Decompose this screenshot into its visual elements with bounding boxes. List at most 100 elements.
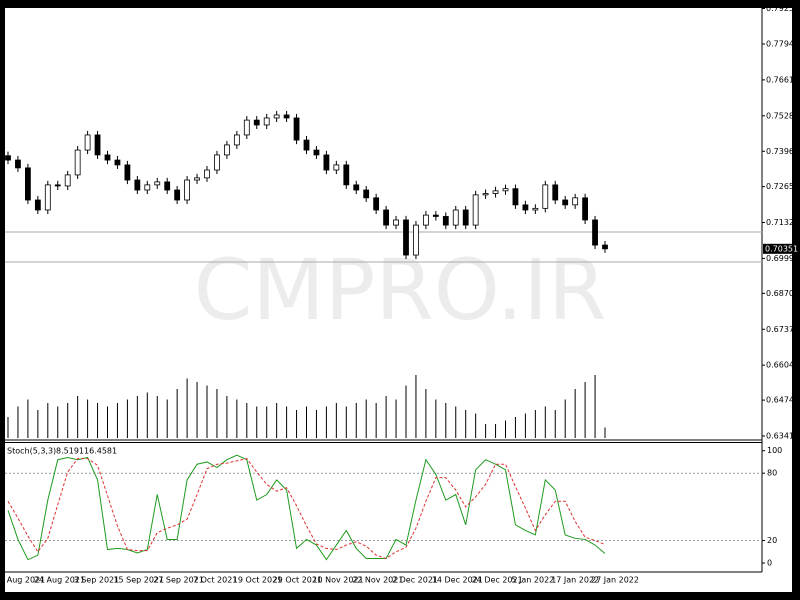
price-label-box <box>763 243 792 254</box>
chart-background <box>5 8 792 592</box>
candle-body <box>602 244 608 250</box>
candle-body <box>582 197 588 221</box>
y-tick-label: 0.73965 <box>766 147 799 156</box>
x-tick-label: 14 Dec 2021 <box>432 576 483 585</box>
candle-body <box>532 207 539 211</box>
candle-body <box>24 167 31 201</box>
candle-body <box>124 164 131 181</box>
candle-body <box>432 214 439 217</box>
candle-body <box>353 184 360 191</box>
candle-body <box>542 184 549 209</box>
candle-body <box>44 184 51 211</box>
y-tick-label: 0.72655 <box>766 182 799 191</box>
x-tick-label: 2 Dec 2021 <box>392 576 438 585</box>
candle-body <box>223 144 230 156</box>
x-tick-label: 24 Dec 2021 <box>472 576 523 585</box>
y-tick-label: 0 <box>767 559 772 568</box>
candle-body <box>194 177 200 181</box>
candle-body <box>293 117 300 141</box>
candle-body <box>34 199 41 211</box>
x-tick-label: 10 Nov 2021 <box>312 576 363 585</box>
candle-body <box>94 134 101 156</box>
candle-body <box>592 219 598 246</box>
candle-body <box>144 184 151 191</box>
candle-body <box>174 189 181 201</box>
candle-body <box>15 159 21 169</box>
candle-body <box>562 199 569 206</box>
stoch-line <box>7 458 606 560</box>
candle-body <box>5 155 11 161</box>
y-tick-label: 0.75280 <box>766 111 799 120</box>
candle-body <box>373 197 380 211</box>
y-tick-label: 0.67370 <box>766 325 799 334</box>
x-tick-label: 3 Sep 2021 <box>74 576 120 585</box>
x-tick-label: 19 Oct 2021 <box>233 576 282 585</box>
x-tick-label: 7 Oct 2021 <box>193 576 237 585</box>
x-tick-label: 29 Oct 2021 <box>273 576 322 585</box>
candle-body <box>104 154 111 161</box>
candle-body <box>243 119 250 136</box>
candle-body <box>393 219 399 226</box>
candle-body <box>184 179 191 201</box>
y-tick-label: 0.76610 <box>766 75 799 84</box>
candle-body <box>572 197 579 206</box>
candle-body <box>204 169 210 179</box>
candle-body <box>502 188 509 192</box>
y-tick-label: 0.77940 <box>766 40 799 49</box>
y-tick-label: 0.71325 <box>766 218 799 227</box>
candle-body <box>74 149 81 176</box>
x-tick-label: 27 Sep 2021 <box>153 576 204 585</box>
candle-body <box>462 209 469 226</box>
indicator-value: 8.5191 <box>56 447 84 456</box>
y-tick-label: 0.68700 <box>766 289 799 298</box>
y-tick-label: 20 <box>767 536 777 545</box>
candle-body <box>522 204 529 211</box>
candle-body <box>263 117 270 126</box>
candle-body <box>403 219 409 256</box>
candle-body <box>233 134 240 146</box>
candle-body <box>253 119 260 126</box>
candle-body <box>333 164 340 171</box>
candle-body <box>54 184 61 187</box>
candle-body <box>214 154 220 171</box>
indicator-value: 16.4581 <box>84 447 117 456</box>
candle-body <box>64 174 71 187</box>
frame-edge <box>0 0 5 600</box>
candle-body <box>383 209 390 226</box>
candle-body <box>323 154 330 171</box>
candle-body <box>512 188 519 206</box>
y-tick-label: 0.64745 <box>766 396 799 405</box>
candle-body <box>154 181 161 186</box>
y-tick-label: 100 <box>767 446 782 455</box>
indicator-name: Stoch(5,3,3) <box>7 447 56 456</box>
x-tick-label: 12 Aug 2021 <box>0 576 45 585</box>
candle-body <box>363 189 370 199</box>
candle-body <box>164 181 171 191</box>
candle-body <box>273 114 280 119</box>
watermark: CMPRO.IR <box>194 241 607 339</box>
x-tick-label: 5 Jan 2022 <box>511 576 554 585</box>
candle-body <box>472 194 479 226</box>
stoch-line <box>7 454 606 561</box>
x-tick-label: 27 Jan 2022 <box>591 576 639 585</box>
x-tick-label: 17 Jan 2022 <box>551 576 599 585</box>
x-tick-label: 24 Aug 2021 <box>34 576 85 585</box>
y-tick-label: 0.66040 <box>766 361 799 370</box>
candle-body <box>492 190 499 194</box>
candle-body <box>482 193 489 196</box>
candle-body <box>442 216 449 226</box>
candle-body <box>313 149 320 156</box>
candle-body <box>422 214 429 226</box>
candle-body <box>303 139 310 151</box>
candle-body <box>283 114 290 119</box>
y-tick-label: 0.63415 <box>766 432 799 441</box>
candle-body <box>413 224 419 256</box>
candle-body <box>552 184 559 201</box>
x-tick-label: 15 Sep 2021 <box>113 576 164 585</box>
price-label: 0.70351 <box>765 244 798 253</box>
candle-body <box>452 209 459 226</box>
candle-body <box>134 179 141 191</box>
x-tick-label: 22 Nov 2021 <box>352 576 403 585</box>
candle-body <box>343 164 350 186</box>
